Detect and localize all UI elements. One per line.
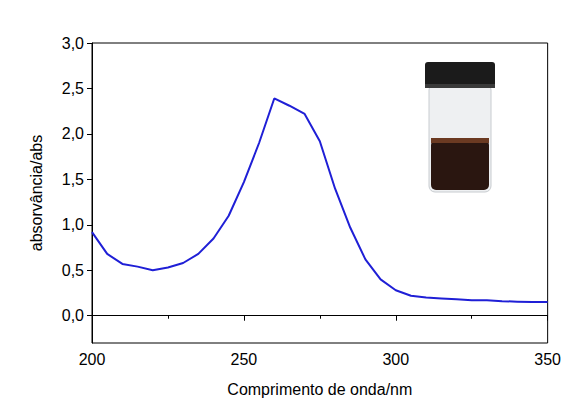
svg-text:1,5: 1,5 (62, 171, 84, 188)
svg-text:2,0: 2,0 (62, 125, 84, 142)
svg-text:250: 250 (231, 351, 258, 368)
svg-text:350: 350 (534, 351, 561, 368)
svg-text:2,5: 2,5 (62, 80, 84, 97)
svg-text:Comprimento de onda/nm: Comprimento de onda/nm (227, 381, 412, 398)
svg-text:200: 200 (79, 351, 106, 368)
svg-text:1,0: 1,0 (62, 216, 84, 233)
svg-text:300: 300 (382, 351, 409, 368)
svg-text:3,0: 3,0 (62, 35, 84, 52)
svg-text:0,0: 0,0 (62, 307, 84, 324)
svg-text:0,5: 0,5 (62, 262, 84, 279)
svg-text:absorvância/abs: absorvância/abs (28, 135, 45, 252)
